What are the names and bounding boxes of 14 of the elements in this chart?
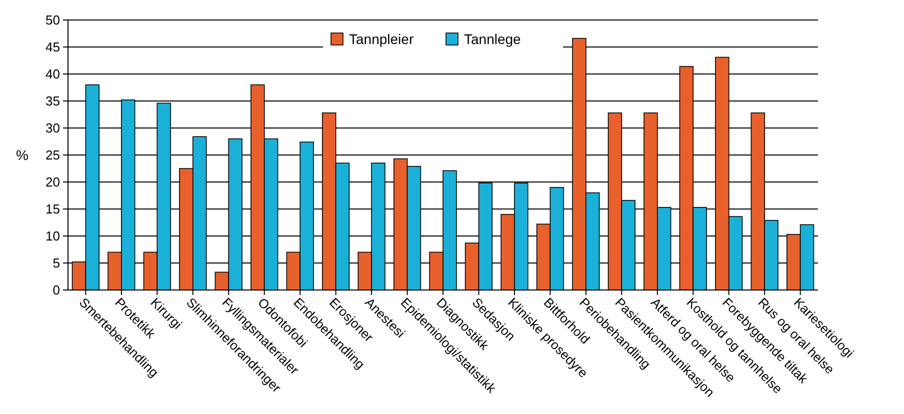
legend-label: Tannlege — [464, 30, 522, 47]
y-tick-label: 30 — [46, 120, 60, 136]
y-tick-label: 10 — [46, 228, 60, 244]
y-tick-label: 0 — [52, 282, 60, 298]
y-tick-label: 45 — [46, 40, 60, 55]
y-tick-label: 20 — [46, 174, 60, 190]
y-tick-label: 5 — [52, 256, 60, 271]
y-tick-label: 35 — [46, 94, 60, 109]
y-tick-label: 50 — [46, 12, 60, 28]
legend-label: Tannpleier — [349, 30, 414, 47]
y-tick-label: 15 — [46, 202, 60, 217]
y-tick-label: 25 — [46, 148, 60, 163]
y-tick-label: 40 — [46, 66, 60, 82]
y-axis-title: % — [16, 146, 28, 163]
